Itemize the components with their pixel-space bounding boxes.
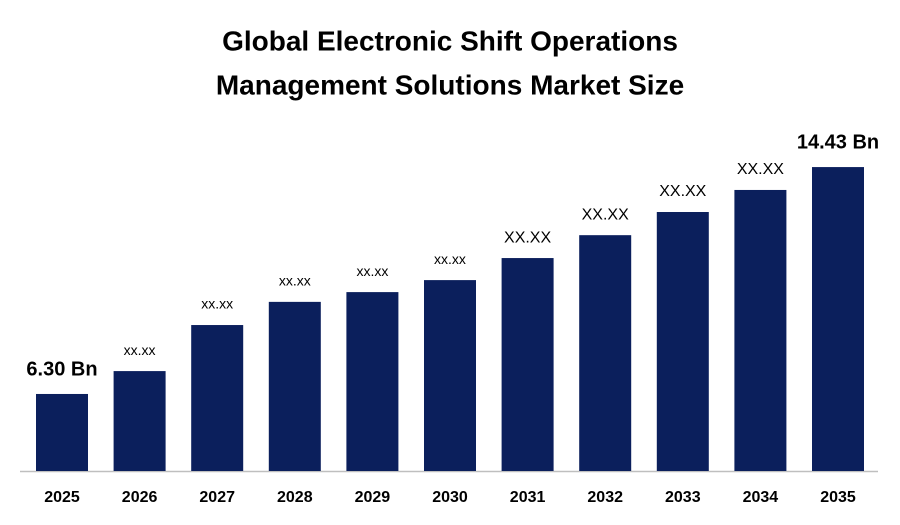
x-tick-label: 2030 [432,489,468,506]
chart-title: Management Solutions Market Size [216,69,684,100]
data-label: xx.xx [201,296,233,312]
data-label: xx.xx [356,263,388,279]
bar [501,258,554,471]
bar [268,301,321,471]
data-label: 6.30 Bn [26,358,97,380]
x-tick-label: 2028 [277,489,313,506]
bar [191,325,244,471]
data-label: xx.xx [124,342,156,358]
data-label: XX.XX [582,206,629,223]
data-label: XX.XX [737,161,784,178]
x-tick-label: 2031 [510,489,546,506]
x-tick-label: 2026 [122,489,158,506]
bar [734,189,787,471]
x-tick-label: 2035 [820,489,856,506]
bar [424,280,476,471]
chart-title: Global Electronic Shift Operations [222,25,678,56]
x-tick-label: 2034 [743,489,779,506]
bar [812,167,864,472]
data-label: XX.XX [504,229,551,246]
x-tick-label: 2029 [355,489,391,506]
x-tick-label: 2032 [587,489,623,506]
data-label: xx.xx [434,251,466,267]
data-label: 14.43 Bn [797,131,879,153]
data-label: xx.xx [279,273,311,289]
bar [346,292,399,471]
bar [579,235,632,471]
bar [36,393,88,471]
x-tick-label: 2027 [199,489,235,506]
bar [113,371,166,471]
bar [656,212,709,471]
x-tick-label: 2033 [665,489,701,506]
x-tick-label: 2025 [44,489,80,506]
data-label: XX.XX [659,183,706,200]
